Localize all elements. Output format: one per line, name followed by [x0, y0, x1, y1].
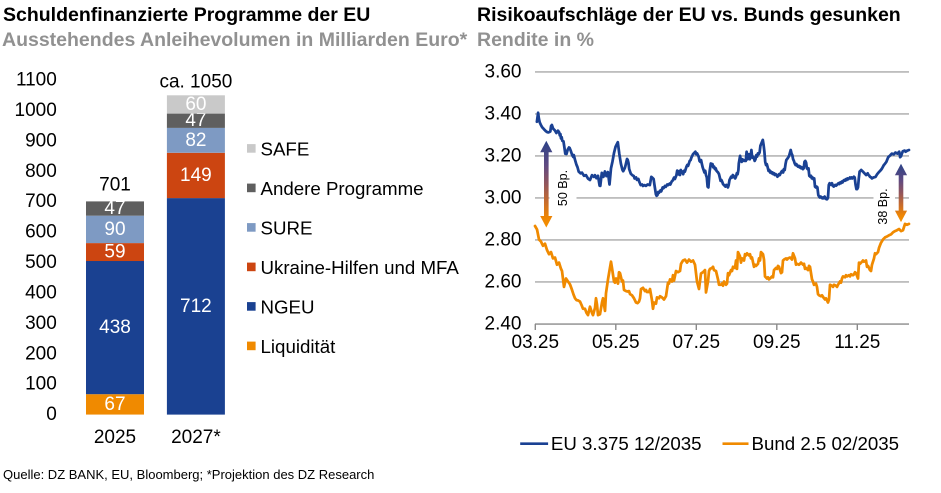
svg-text:50 Bp.: 50 Bp. — [556, 170, 570, 206]
svg-text:Ukraine-Hilfen und MFA: Ukraine-Hilfen und MFA — [261, 257, 460, 278]
svg-text:149: 149 — [180, 165, 212, 186]
svg-text:0: 0 — [46, 404, 57, 425]
svg-text:67: 67 — [104, 394, 125, 415]
svg-text:1000: 1000 — [15, 100, 57, 121]
svg-text:3.00: 3.00 — [485, 187, 522, 208]
svg-text:03.25: 03.25 — [512, 332, 560, 353]
svg-text:90: 90 — [104, 219, 125, 240]
svg-text:712: 712 — [180, 296, 212, 317]
svg-text:11.25: 11.25 — [834, 332, 880, 353]
svg-text:2.40: 2.40 — [485, 313, 522, 334]
svg-text:82: 82 — [185, 130, 206, 151]
svg-text:Rendite in %: Rendite in % — [477, 29, 594, 51]
svg-text:500: 500 — [25, 252, 57, 273]
svg-text:438: 438 — [99, 317, 131, 338]
svg-text:SURE: SURE — [261, 217, 313, 238]
svg-text:SAFE: SAFE — [261, 138, 310, 159]
svg-text:800: 800 — [25, 161, 57, 182]
svg-text:05.25: 05.25 — [592, 332, 640, 353]
svg-text:3.40: 3.40 — [485, 103, 522, 124]
svg-text:07.25: 07.25 — [673, 332, 721, 353]
svg-text:ca. 1050: ca. 1050 — [159, 72, 232, 93]
svg-text:NGEU: NGEU — [261, 296, 315, 317]
svg-text:Risikoaufschläge der EU vs. Bu: Risikoaufschläge der EU vs. Bunds gesunk… — [477, 4, 901, 26]
svg-text:100: 100 — [25, 374, 57, 395]
svg-text:Schuldenfinanzierte Programme: Schuldenfinanzierte Programme der EU — [3, 4, 370, 26]
svg-text:47: 47 — [104, 198, 125, 219]
svg-text:Quelle: DZ BANK, EU, Bloomberg: Quelle: DZ BANK, EU, Bloomberg; *Projekt… — [3, 467, 374, 482]
svg-text:2.60: 2.60 — [485, 271, 522, 292]
svg-text:3.20: 3.20 — [485, 145, 522, 166]
svg-text:200: 200 — [25, 343, 57, 364]
svg-text:701: 701 — [99, 175, 131, 196]
svg-text:EU 3.375 12/2035: EU 3.375 12/2035 — [551, 433, 702, 454]
svg-text:400: 400 — [25, 283, 57, 304]
svg-text:Andere Programme: Andere Programme — [261, 178, 424, 199]
svg-text:2027*: 2027* — [171, 427, 221, 448]
svg-text:09.25: 09.25 — [753, 332, 801, 353]
svg-text:600: 600 — [25, 222, 57, 243]
svg-text:900: 900 — [25, 130, 57, 151]
svg-text:59: 59 — [104, 242, 125, 263]
svg-text:47: 47 — [185, 110, 206, 131]
svg-text:38 Bp.: 38 Bp. — [876, 188, 890, 224]
svg-text:2.80: 2.80 — [485, 229, 522, 250]
svg-text:3.60: 3.60 — [485, 61, 522, 82]
svg-text:Bund 2.5 02/2035: Bund 2.5 02/2035 — [752, 433, 900, 454]
svg-text:300: 300 — [25, 313, 57, 334]
svg-text:700: 700 — [25, 191, 57, 212]
svg-text:2025: 2025 — [94, 427, 136, 448]
svg-text:Liquidität: Liquidität — [261, 336, 337, 357]
svg-text:Ausstehendes Anleihevolumen in: Ausstehendes Anleihevolumen in Milliarde… — [2, 29, 468, 51]
svg-text:60: 60 — [185, 94, 206, 115]
svg-text:1100: 1100 — [16, 70, 57, 91]
